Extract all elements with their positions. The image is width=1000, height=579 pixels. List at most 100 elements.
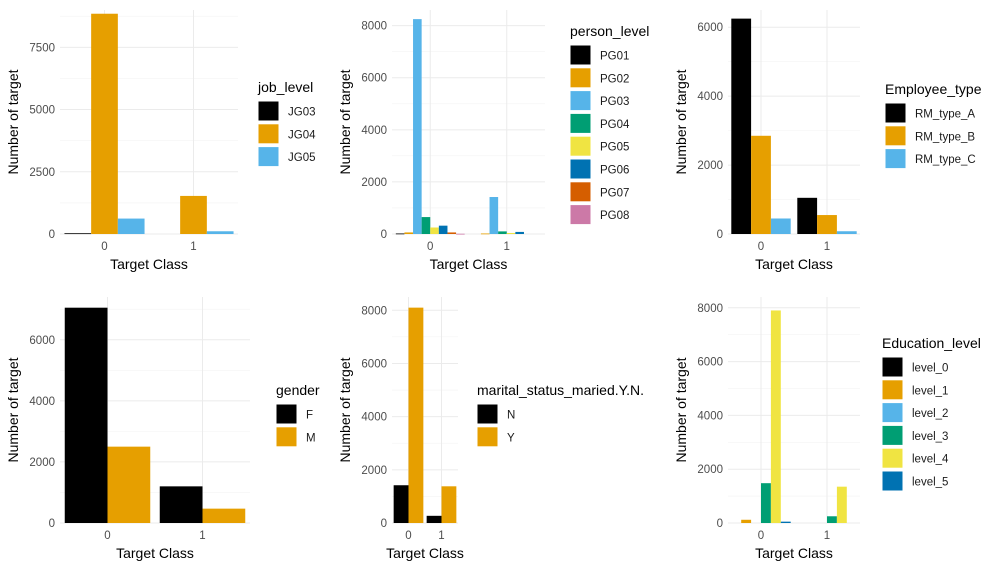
- legend-label-JG05: JG05: [288, 152, 316, 164]
- chart-panel-3: 0 2000 4000 6000 0 1 Target Class Number of tar…: [673, 10, 982, 272]
- legend-label-level_1: level_1: [912, 385, 948, 397]
- bar-PG07-0: [447, 232, 457, 234]
- x-tick-label: 1: [190, 241, 196, 253]
- legend-key-JG05: [257, 146, 280, 168]
- chart-panel-6: 0 2000 4000 6000 8000 0 1 Target Class Number of…: [673, 297, 981, 561]
- legend-label-level_0: level_0: [912, 363, 948, 375]
- bar-RM_type_A-1: [797, 197, 818, 234]
- bar-JG05-0: [117, 218, 145, 234]
- y-tick-label: 0: [49, 229, 55, 241]
- bar-PG03-0: [413, 19, 422, 235]
- chart-panel-2: 0 2000 4000 6000 8000 0 1 Target Class Number of…: [337, 10, 649, 272]
- y-tick-label: 6000: [697, 22, 723, 34]
- x-axis-title: Target Class: [755, 545, 833, 561]
- bar-JG05-1: [206, 231, 234, 234]
- legend-label-JG03: JG03: [288, 107, 316, 119]
- x-tick-label: 0: [427, 241, 433, 253]
- y-tick-label: 8000: [361, 21, 387, 33]
- bar-JG04-1: [180, 195, 207, 234]
- bar-PG02-0: [404, 232, 414, 234]
- legend-label-level_4: level_4: [912, 454, 949, 466]
- bar-F-0: [64, 307, 108, 523]
- legend-title: job_level: [257, 79, 313, 95]
- y-tick-label: 2500: [29, 167, 55, 179]
- legend: person_level PG01 PG02 PG03 PG04 PG05 PG06 PG07…: [569, 23, 649, 226]
- x-axis-title: Target Class: [110, 256, 188, 272]
- bar-Y-0: [408, 307, 424, 523]
- legend-key-JG04: [257, 123, 280, 145]
- legend-label-PG02: PG02: [600, 73, 629, 85]
- legend: gender FM: [275, 382, 320, 448]
- bar-level_5-0: [780, 521, 791, 523]
- legend-key-JG03: [257, 100, 280, 122]
- legend-label-PG07: PG07: [600, 187, 629, 199]
- legend-label-Y: Y: [507, 432, 515, 444]
- y-tick-label: 7500: [29, 42, 55, 54]
- legend-label-PG08: PG08: [600, 210, 629, 222]
- legend-key-PG05: [569, 135, 592, 157]
- legend-label-PG04: PG04: [600, 119, 630, 131]
- legend-label-RM_type_B: RM_type_B: [915, 131, 975, 143]
- bar-PG01-0: [395, 233, 405, 235]
- legend-label-F: F: [306, 410, 313, 422]
- bar-level_1-0: [741, 519, 752, 523]
- legend-key-PG03: [569, 90, 592, 112]
- legend-key-level_1: [881, 379, 904, 401]
- legend-key-PG04: [569, 112, 592, 134]
- legend-label-PG01: PG01: [600, 51, 629, 63]
- x-tick-label: 0: [104, 530, 110, 542]
- y-tick-label: 0: [717, 518, 723, 530]
- legend: Employee_type RM_type_A RM_type_B RM_type_C: [884, 81, 982, 170]
- y-axis-title: Number of target: [673, 69, 689, 174]
- y-tick-label: 6000: [29, 335, 55, 347]
- bar-PG05-0: [430, 227, 439, 234]
- x-axis-title: Target Class: [755, 256, 833, 272]
- bar-PG08-0: [456, 233, 465, 235]
- legend-key-PG07: [569, 181, 592, 203]
- y-tick-label: 8000: [361, 305, 387, 317]
- y-tick-label: 0: [49, 518, 55, 530]
- y-tick-label: 2000: [361, 177, 387, 189]
- bar-PG06-0: [438, 225, 448, 234]
- x-tick-label: 1: [824, 530, 830, 542]
- bar-RM_type_C-0: [770, 218, 791, 234]
- legend-title: marital_status_maried.Y.N.: [477, 382, 644, 398]
- legend: marital_status_maried.Y.N. NY: [476, 382, 644, 448]
- legend-label-RM_type_C: RM_type_C: [915, 154, 976, 166]
- chart-panel-4: 0 2000 4000 6000 0 1 Target Class Number of tar…: [5, 297, 320, 561]
- legend-key-PG06: [569, 158, 592, 180]
- legend: Education_level level_0 level_1 level_2leve…: [881, 335, 981, 492]
- legend-key-level_0: [881, 356, 904, 378]
- legend-key-level_2: [881, 402, 904, 424]
- legend-key-PG01: [569, 44, 592, 66]
- y-axis-title: Number of target: [337, 69, 353, 174]
- legend-key-M: [275, 426, 298, 448]
- bar-RM_type_B-0: [751, 135, 771, 234]
- legend-label-level_2: level_2: [912, 408, 948, 420]
- x-tick-label: 0: [758, 241, 764, 253]
- bar-PG02-1: [480, 233, 490, 235]
- bar-F-1: [159, 486, 203, 523]
- bar-level_4-1: [836, 486, 847, 523]
- bar-level_3-0: [761, 483, 771, 523]
- y-tick-label: 4000: [361, 125, 387, 137]
- bar-JG04-0: [91, 13, 118, 234]
- legend-title: gender: [276, 382, 320, 398]
- y-tick-label: 0: [717, 229, 723, 241]
- y-tick-label: 0: [381, 229, 387, 241]
- bar-RM_type_A-0: [731, 18, 752, 234]
- x-tick-label: 0: [758, 530, 764, 542]
- y-tick-label: 4000: [697, 91, 723, 103]
- x-axis-title: Target Class: [116, 545, 194, 561]
- legend-key-RM_type_B: [884, 125, 907, 147]
- legend-label-JG04: JG04: [288, 129, 316, 141]
- legend-label-level_3: level_3: [912, 431, 948, 443]
- y-tick-label: 2000: [29, 457, 55, 469]
- x-tick-label: 1: [824, 241, 830, 253]
- bar-M-0: [107, 446, 151, 523]
- legend-key-RM_type_A: [884, 102, 907, 124]
- legend-key-N: [476, 403, 499, 425]
- y-axis-title: Number of target: [337, 357, 353, 462]
